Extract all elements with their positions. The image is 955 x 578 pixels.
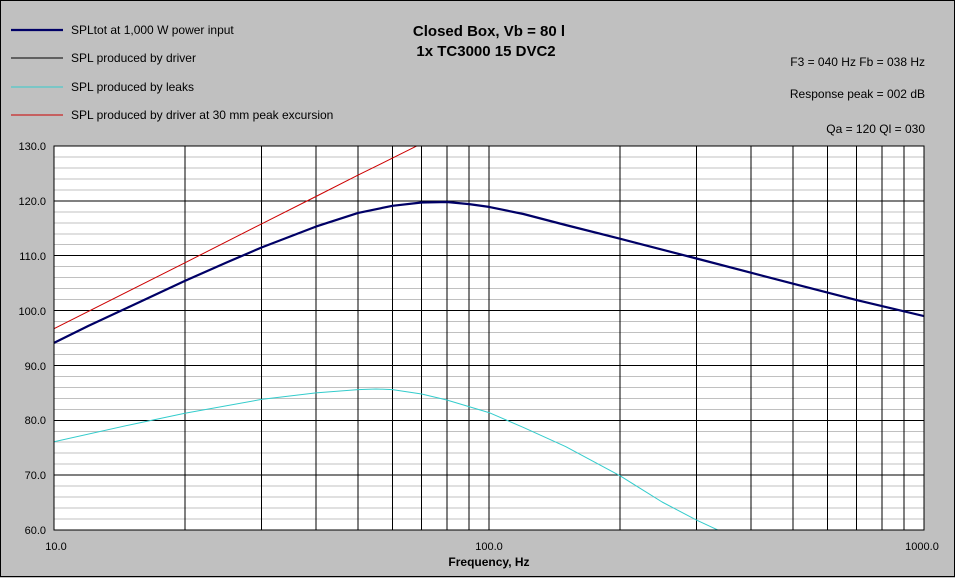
y-tick-label: 70.0 (25, 470, 46, 482)
annotation-qa-ql: Qa = 120 Ql = 030 (826, 122, 925, 136)
x-axis-label: Frequency, Hz (448, 555, 529, 569)
y-tick-label: 130.0 (18, 141, 46, 153)
x-tick-label: 10.0 (45, 541, 66, 553)
y-tick-label: 90.0 (25, 361, 46, 373)
y-tick-label: 100.0 (18, 306, 46, 318)
legend-label-spltot: SPLtot at 1,000 W power input (71, 23, 234, 37)
legend-label-leaks: SPL produced by leaks (71, 80, 194, 94)
x-tick-label: 100.0 (475, 541, 503, 553)
legend-label-excursion: SPL produced by driver at 30 mm peak exc… (71, 108, 333, 122)
series-layer (54, 146, 924, 530)
y-tick-label: 80.0 (25, 415, 46, 427)
series-leaks (54, 388, 720, 530)
x-tick-label: 1000.0 (905, 541, 939, 553)
y-axis: 130.0 120.0 110.0 100.0 90.0 80.0 70.0 6… (18, 141, 46, 537)
annotation-f3-fb: F3 = 040 Hz Fb = 038 Hz (790, 55, 925, 69)
grid (54, 146, 924, 530)
y-tick-label: 110.0 (19, 251, 46, 263)
chart-title-line-2: 1x TC3000 15 DVC2 (416, 43, 555, 60)
annotation-response-peak: Response peak = 002 dB (790, 87, 925, 101)
plot-border (53, 145, 925, 531)
series-spltot (54, 200, 924, 344)
y-tick-label: 120.0 (18, 196, 46, 208)
y-tick-label: 60.0 (25, 525, 46, 537)
legend: SPLtot at 1,000 W power input SPL produc… (11, 23, 333, 122)
legend-label-driver: SPL produced by driver (71, 51, 196, 65)
chart-title-line-1: Closed Box, Vb = 80 l (413, 23, 565, 40)
series-excursion (54, 146, 418, 330)
x-axis: 10.0 100.0 1000.0 (45, 541, 939, 553)
